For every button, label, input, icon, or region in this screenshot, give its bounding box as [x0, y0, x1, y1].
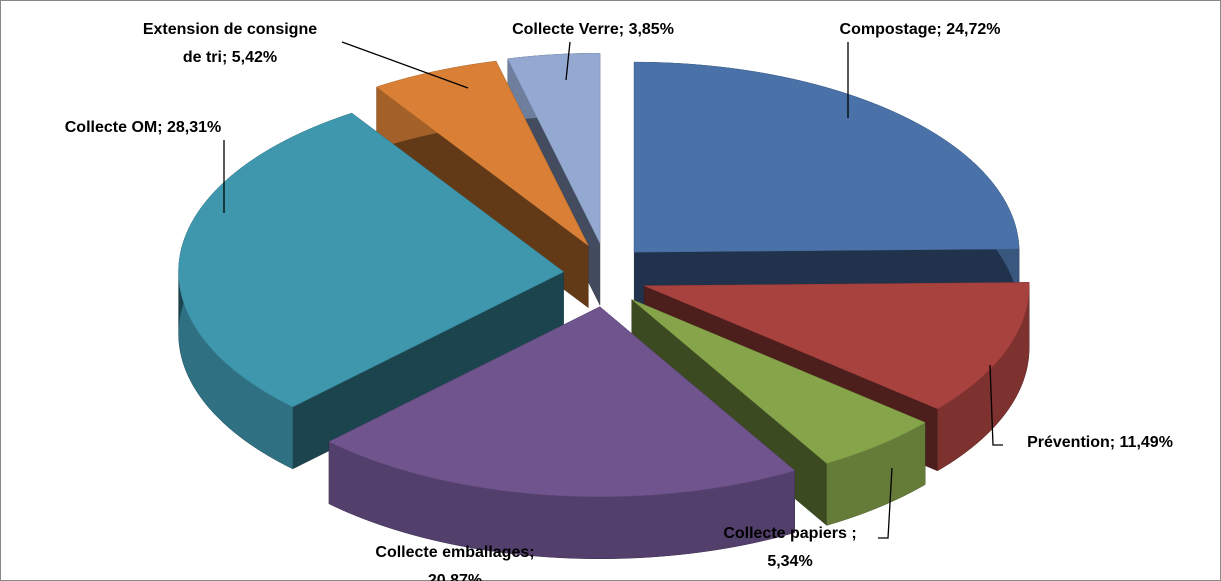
data-label: Collecte OM; 28,31% [65, 119, 222, 136]
pie-slice [643, 282, 1030, 472]
leader-line [989, 364, 1003, 446]
data-label: Collecte papiers ; [723, 525, 856, 542]
pie-slice [376, 60, 589, 309]
data-label: de tri; 5,42% [183, 49, 277, 66]
data-label: Prévention; 11,49% [1027, 434, 1173, 451]
leader-line [878, 467, 893, 539]
slice-wall [937, 282, 1030, 471]
pie-slice [631, 299, 926, 526]
slice-top [328, 306, 796, 497]
slice-wall [328, 441, 795, 559]
slice-top [507, 52, 601, 244]
data-label: Collecte Verre; 3,85% [512, 21, 674, 38]
leader-line [341, 41, 469, 89]
slice-top [178, 112, 565, 408]
data-label: Collecte emballages; [375, 544, 534, 561]
slice-top [631, 299, 926, 464]
data-label: 20,87% [428, 572, 482, 581]
leader-line [565, 41, 571, 81]
slice-top [633, 61, 1020, 253]
slice-top [644, 282, 1030, 410]
data-label: Extension de consigne [143, 21, 317, 38]
data-label: 5,34% [767, 553, 812, 570]
pie-slice [633, 61, 1020, 315]
slice-top [376, 60, 589, 246]
data-label: Compostage; 24,72% [840, 21, 1001, 38]
slice-wall [826, 422, 926, 526]
pie-slice [328, 306, 796, 559]
